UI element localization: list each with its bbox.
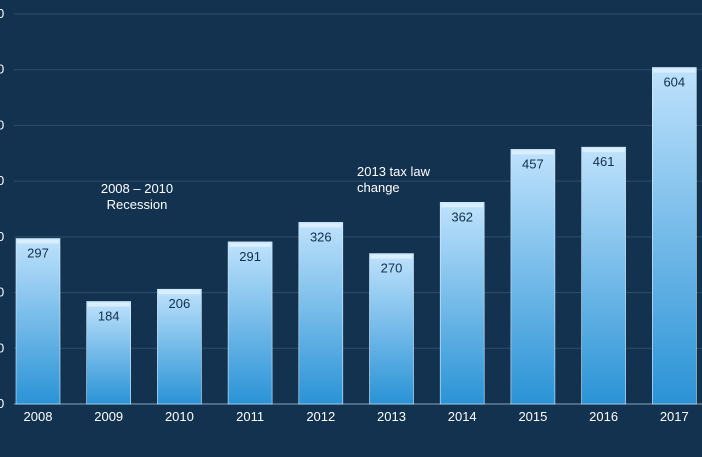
bar-highlight-2017	[653, 68, 696, 73]
x-tick-2010: 2010	[165, 409, 194, 424]
data-label-2015: 457	[522, 156, 544, 171]
bar-highlight-2012	[299, 223, 342, 228]
y-tick-label: 0	[0, 340, 4, 355]
x-axis-ticks: 2008 2009 2010 2011 2012 2013 2014 2015 2016 2017	[24, 409, 689, 424]
bar-highlight-2008	[17, 239, 59, 244]
annotation-recession: 2008 – 2010 Recession	[86, 181, 188, 213]
data-label-2012: 326	[310, 229, 332, 244]
x-tick-2017: 2017	[660, 409, 689, 424]
bar-2014	[439, 202, 485, 405]
y-tick-label: 0	[0, 117, 4, 132]
y-tick-label: 0	[0, 285, 4, 300]
y-tick-label: 0	[0, 396, 4, 411]
bar-2009	[86, 301, 131, 405]
y-tick-label: 0	[0, 6, 4, 21]
bar-highlight-2016	[582, 148, 625, 153]
x-tick-2011: 2011	[236, 409, 264, 424]
annotation-tax-law: 2013 tax law change	[357, 164, 457, 196]
annotation-tax-line1: 2013 tax law	[357, 164, 430, 179]
annotation-recession-line1: 2008 – 2010	[100, 181, 174, 196]
y-tick-label: 0	[0, 62, 4, 77]
bars	[15, 67, 697, 405]
x-tick-2015: 2015	[518, 409, 547, 424]
data-label-2017: 604	[663, 74, 685, 89]
annotation-recession-line2: Recession	[106, 197, 168, 212]
x-tick-2014: 2014	[448, 409, 477, 424]
bar-2013	[369, 253, 414, 405]
data-label-2016: 461	[593, 154, 615, 169]
bar-highlight-2013	[370, 254, 413, 259]
bar-highlight-2009	[87, 302, 130, 307]
x-tick-2016: 2016	[589, 409, 618, 424]
data-label-2011: 291	[239, 249, 261, 264]
data-label-2008: 297	[27, 246, 49, 261]
bar-highlight-2011	[229, 242, 272, 247]
bar-2015	[510, 149, 556, 405]
y-tick-label: 0	[0, 229, 4, 244]
data-label-2010: 206	[169, 296, 191, 311]
bar-2011	[227, 241, 273, 405]
data-labels: 297 184 206 291 326 270 362 457 461 604	[27, 74, 685, 323]
x-tick-2013: 2013	[377, 409, 406, 424]
y-axis-ticks: 0 0 0 0 0 0 0 0	[0, 6, 4, 411]
x-tick-2008: 2008	[24, 409, 53, 424]
bar-2008	[15, 238, 61, 405]
bar-2016	[581, 146, 626, 405]
y-tick-label: 0	[0, 173, 4, 188]
bar-2010	[157, 288, 202, 405]
bar-2017	[651, 67, 697, 405]
data-label-2013: 270	[381, 261, 403, 276]
bar-2012	[298, 222, 344, 405]
bar-highlight-2015	[511, 150, 554, 155]
data-label-2014: 362	[451, 209, 473, 224]
data-label-2009: 184	[98, 308, 120, 323]
x-tick-2009: 2009	[94, 409, 123, 424]
bar-highlight-2014	[441, 203, 484, 208]
bar-highlight-2010	[158, 290, 201, 295]
x-tick-2012: 2012	[306, 409, 335, 424]
annotation-tax-line2: change	[357, 180, 400, 195]
